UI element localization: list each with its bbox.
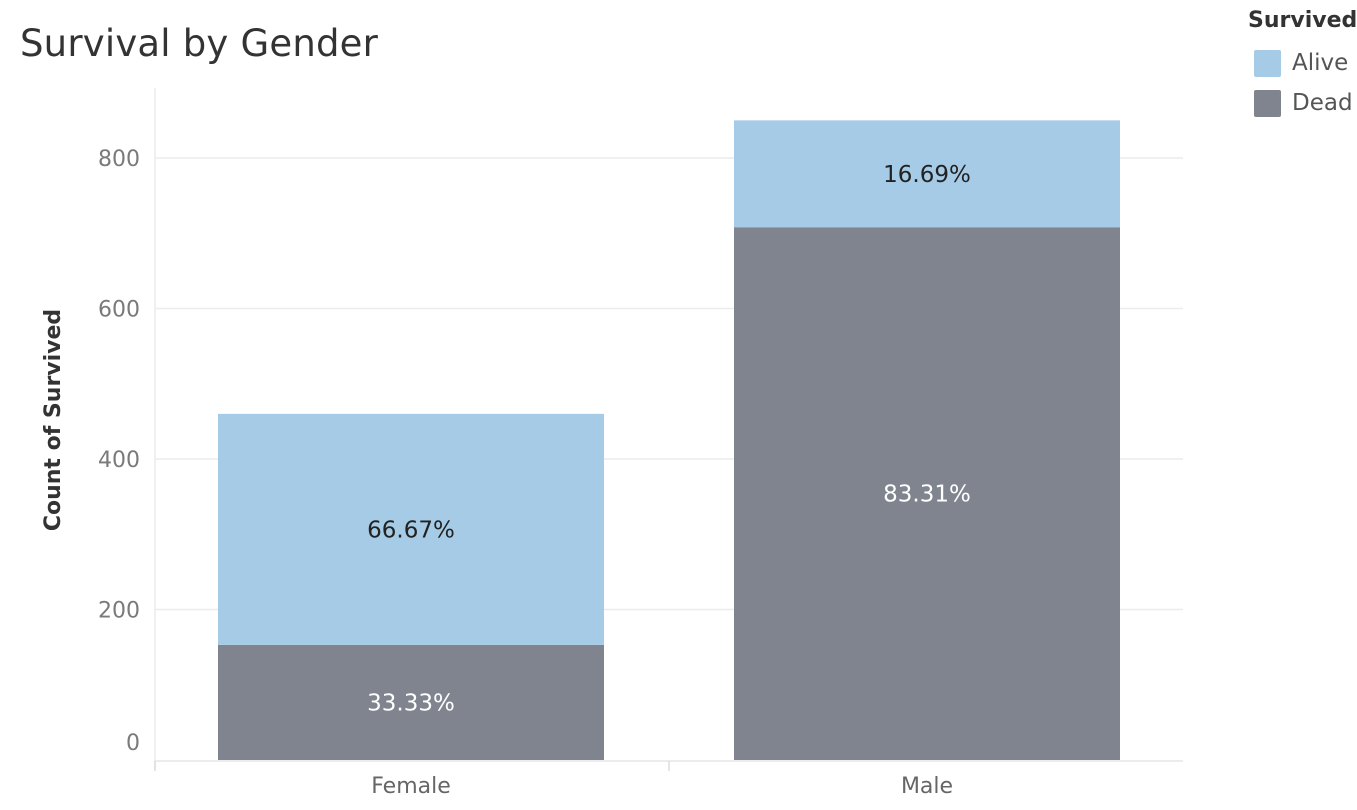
legend: Survived Alive Dead bbox=[1248, 8, 1357, 123]
legend-label-dead: Dead bbox=[1292, 90, 1353, 116]
bar-female-alive[interactable] bbox=[218, 413, 604, 645]
bar-female-dead[interactable] bbox=[218, 644, 604, 760]
bar-data-label: 66.67% bbox=[367, 517, 455, 543]
legend-item-dead[interactable]: Dead bbox=[1248, 83, 1353, 123]
y-tick-label: 800 bbox=[98, 147, 140, 172]
bar-male-dead[interactable] bbox=[734, 227, 1120, 761]
legend-item-alive[interactable]: Alive bbox=[1248, 43, 1353, 83]
y-tick-label: 400 bbox=[98, 448, 140, 473]
y-tick-label: 0 bbox=[126, 731, 140, 756]
chart-title: Survival by Gender bbox=[20, 22, 379, 65]
bar-data-label: 33.33% bbox=[367, 690, 455, 716]
legend-label-alive: Alive bbox=[1292, 50, 1349, 76]
legend-swatch-dead bbox=[1254, 89, 1281, 117]
x-category-label: Male bbox=[901, 774, 953, 799]
legend-title: Survived bbox=[1248, 8, 1357, 33]
legend-swatch-alive bbox=[1254, 49, 1281, 77]
bar-data-label: 16.69% bbox=[883, 162, 971, 188]
bar-male-alive[interactable] bbox=[734, 120, 1120, 228]
y-axis-title: Count of Survived bbox=[41, 309, 66, 531]
y-tick-label: 600 bbox=[98, 298, 140, 323]
y-tick-label: 200 bbox=[98, 599, 140, 624]
bar-data-label: 83.31% bbox=[883, 482, 971, 508]
x-category-label: Female bbox=[371, 774, 451, 799]
